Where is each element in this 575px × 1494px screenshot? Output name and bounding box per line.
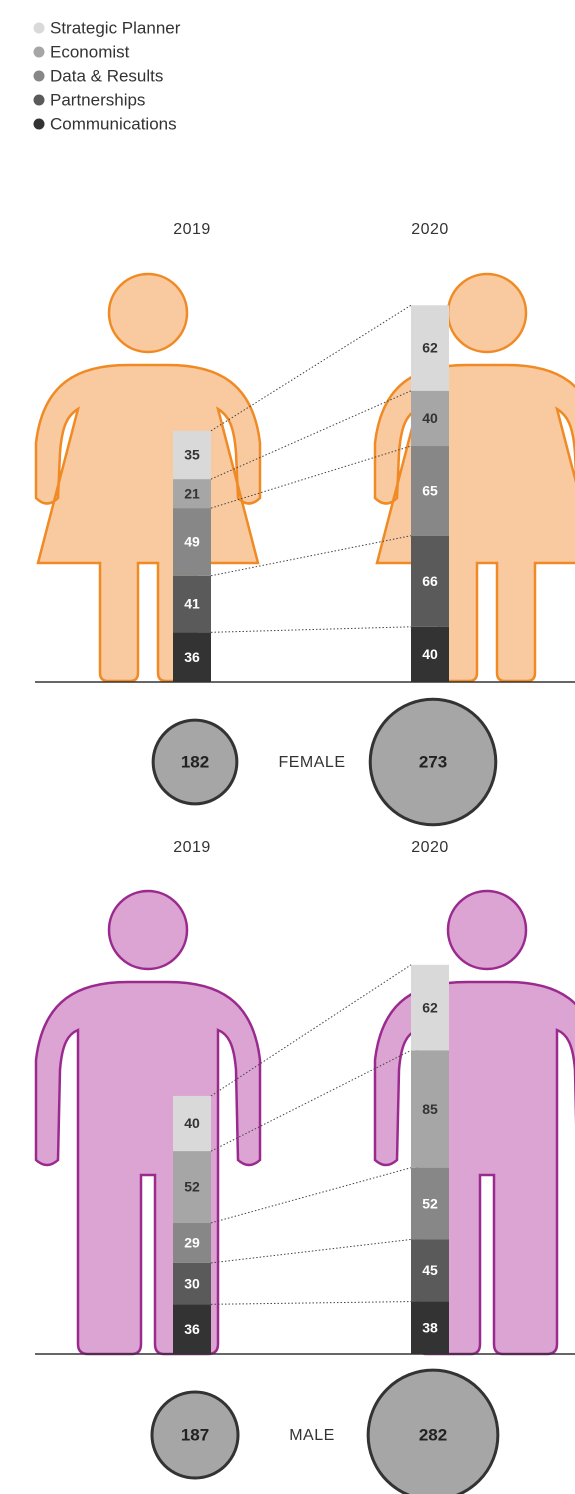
bar-segment: [411, 1301, 449, 1354]
segment-label: 66: [422, 573, 438, 589]
bar-segment: [173, 479, 211, 509]
legend-text: Strategic Planner: [50, 18, 181, 37]
segment-label: 29: [184, 1235, 200, 1251]
connector: [210, 626, 412, 633]
total-bubble: [151, 718, 239, 806]
connector: [210, 304, 412, 432]
connector: [210, 1049, 412, 1152]
segment-label: 35: [184, 447, 200, 463]
segment-label: 41: [184, 596, 200, 612]
segment-label: 36: [184, 1321, 200, 1337]
legend-text: Partnerships: [50, 90, 145, 109]
segment-label: 40: [422, 410, 438, 426]
segment-label: 40: [422, 646, 438, 662]
segment-label: 38: [422, 1319, 438, 1335]
segment-label: 21: [184, 485, 200, 501]
bar-segment: [173, 632, 211, 682]
male-figure: [373, 889, 575, 1356]
total-bubble: [366, 1368, 500, 1494]
segment-label: 40: [184, 1115, 200, 1131]
bar-segment: [411, 964, 449, 1051]
total-label: 282: [419, 1425, 447, 1444]
legend-swatch: [33, 118, 45, 130]
bar-segment: [173, 1222, 211, 1263]
bar-segment: [411, 535, 449, 627]
total-bubble: [368, 697, 498, 827]
connector: [210, 964, 412, 1097]
segment-label: 52: [184, 1179, 200, 1195]
segment-label: 85: [422, 1101, 438, 1117]
legend-swatch: [33, 70, 45, 82]
legend-text: Data & Results: [50, 66, 163, 85]
bar-segment: [411, 626, 449, 682]
connector: [210, 1238, 412, 1264]
year-label: 2020: [411, 839, 449, 856]
total-label: 273: [419, 752, 447, 771]
bar-segment: [411, 305, 449, 391]
connector: [210, 1301, 412, 1305]
segment-label: 65: [422, 483, 438, 499]
female-figure: [373, 272, 575, 683]
bar-segment: [173, 430, 211, 480]
segment-label: 52: [422, 1195, 438, 1211]
year-label: 2019: [173, 839, 211, 856]
segment-label: 30: [184, 1275, 200, 1291]
legend-text: Communications: [50, 114, 177, 133]
segment-label: 45: [422, 1262, 438, 1278]
group-label: FEMALE: [278, 754, 345, 771]
connector: [210, 1167, 412, 1224]
year-label: 2020: [411, 221, 449, 238]
legend-swatch: [33, 46, 45, 58]
segment-label: 62: [422, 340, 438, 356]
segment-label: 62: [422, 999, 438, 1015]
bar-segment: [173, 1151, 211, 1223]
bar-segment: [411, 446, 449, 536]
total-label: 187: [181, 1425, 209, 1444]
year-label: 2019: [173, 221, 211, 238]
legend-swatch: [33, 94, 45, 106]
segment-label: 49: [184, 534, 200, 550]
female-figure: [34, 272, 262, 683]
bar-segment: [411, 1239, 449, 1302]
bar-segment: [411, 1050, 449, 1168]
connector: [210, 390, 412, 480]
bar-segment: [411, 390, 449, 447]
bar-segment: [173, 575, 211, 633]
total-bubble: [150, 1390, 240, 1480]
legend-text: Economist: [50, 42, 130, 61]
connector: [210, 535, 412, 577]
bar-segment: [173, 1304, 211, 1354]
group-label: MALE: [289, 1427, 335, 1444]
legend-swatch: [33, 22, 45, 34]
bar-segment: [173, 1095, 211, 1152]
segment-label: 36: [184, 649, 200, 665]
male-figure: [34, 889, 262, 1356]
total-label: 182: [181, 752, 209, 771]
bar-segment: [173, 508, 211, 576]
bar-segment: [173, 1262, 211, 1305]
bar-segment: [411, 1167, 449, 1240]
